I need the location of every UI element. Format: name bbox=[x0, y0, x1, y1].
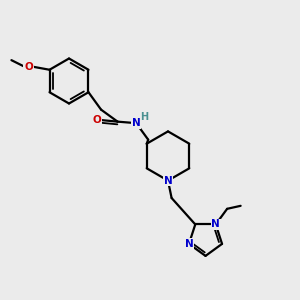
Text: N: N bbox=[164, 176, 172, 186]
Text: O: O bbox=[24, 62, 33, 72]
Text: H: H bbox=[140, 112, 148, 122]
Text: N: N bbox=[132, 118, 141, 128]
Text: N: N bbox=[212, 219, 220, 230]
Text: N: N bbox=[184, 239, 193, 249]
Text: O: O bbox=[92, 115, 101, 125]
